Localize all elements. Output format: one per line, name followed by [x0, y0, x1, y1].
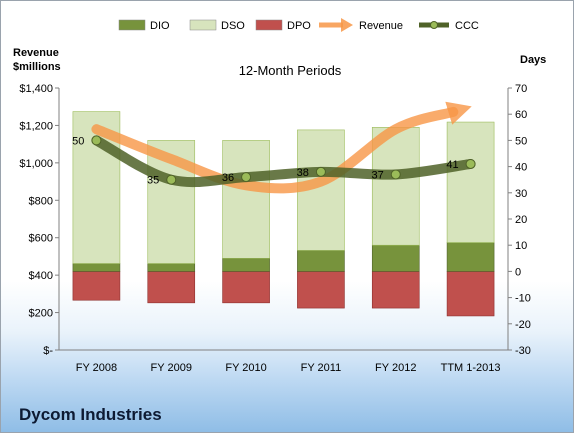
axes-layer: $- $200 $400 $600 $800 $1,000 $1,200 $1,400 -30 -… — [19, 83, 531, 374]
legend-ccc-marker — [430, 21, 438, 29]
right-tick-label-0: -30 — [515, 345, 531, 357]
dio-bar-3 — [297, 250, 345, 272]
dso-bar-2 — [222, 140, 270, 259]
revenue-line — [91, 101, 472, 194]
ccc-data-label-4: 37 — [372, 169, 384, 181]
left-tick-label-6: $1,200 — [19, 120, 53, 132]
legend: DIO DSO DPO Revenue CCC — [118, 18, 479, 32]
left-tick-label-4: $800 — [29, 195, 53, 207]
dpo-bar-1 — [147, 271, 196, 304]
dio-bar-1 — [147, 263, 196, 272]
legend-swatch-dio — [118, 19, 146, 31]
left-axis-label-line-2: $millions — [13, 61, 61, 73]
ccc-data-label-0: 50 — [72, 135, 84, 147]
x-tick-label-3: FY 2011 — [301, 362, 342, 374]
right-tick-label-10: 70 — [515, 83, 527, 95]
legend-swatch-dpo — [255, 19, 283, 31]
ccc-point-5 — [465, 158, 476, 169]
legend-swatch-dso — [189, 19, 217, 31]
ccc-point-3 — [315, 166, 326, 177]
ccc-data-label-2: 36 — [222, 172, 234, 184]
chart-title: 12-Month Periods — [239, 63, 342, 78]
ccc-point-1 — [166, 174, 177, 185]
left-tick-label-7: $1,400 — [19, 83, 53, 95]
x-tick-label-1: FY 2009 — [151, 362, 192, 374]
dso-bar-4 — [371, 127, 420, 246]
left-tick-label-0: $- — [43, 345, 53, 357]
legend-label-dso: DSO — [221, 20, 245, 32]
right-tick-label-6: 30 — [515, 188, 527, 200]
right-tick-label-8: 50 — [515, 135, 527, 147]
company-name: Dycom Industries — [19, 405, 162, 424]
ccc-point-0 — [91, 135, 102, 146]
legend-label-revenue: Revenue — [359, 20, 403, 32]
ccc-point-4 — [390, 169, 401, 180]
right-tick-label-1: -20 — [515, 319, 531, 331]
dpo-bar-4 — [371, 271, 420, 309]
x-tick-label-0: FY 2008 — [76, 362, 117, 374]
right-tick-label-3: 0 — [515, 266, 521, 278]
lines-layer: 50 35 36 38 37 41 — [72, 101, 476, 194]
right-tick-label-9: 60 — [515, 109, 527, 121]
x-tick-label-5: TTM 1-2013 — [441, 362, 501, 374]
ccc-line — [91, 135, 476, 188]
left-tick-label-5: $1,000 — [19, 158, 53, 170]
right-tick-label-5: 20 — [515, 214, 527, 226]
legend-label-dio: DIO — [150, 20, 170, 32]
x-tick-label-2: FY 2010 — [225, 362, 266, 374]
dio-bar-4 — [371, 244, 420, 272]
right-tick-label-2: -10 — [515, 293, 531, 305]
dpo-bar-3 — [297, 271, 345, 309]
ccc-data-label-3: 38 — [297, 167, 309, 179]
dpo-bar-0 — [72, 271, 121, 301]
dio-bar-5 — [446, 242, 495, 272]
right-tick-label-4: 10 — [515, 240, 527, 252]
right-tick-label-7: 40 — [515, 162, 527, 174]
legend-revenue-arrow-icon — [341, 18, 353, 32]
dpo-bar-2 — [222, 271, 270, 304]
ccc-data-label-5: 41 — [446, 159, 458, 171]
left-tick-label-1: $200 — [29, 308, 53, 320]
x-tick-label-4: FY 2012 — [375, 362, 416, 374]
left-axis-label-line-1: Revenue — [13, 47, 59, 59]
dio-bar-2 — [222, 257, 270, 272]
right-axis-label: Days — [520, 54, 546, 66]
dso-bar-5 — [446, 121, 495, 243]
legend-label-dpo: DPO — [287, 20, 311, 32]
left-tick-label-2: $400 — [29, 270, 53, 282]
dpo-bar-5 — [446, 271, 495, 317]
left-tick-label-3: $600 — [29, 233, 53, 245]
legend-label-ccc: CCC — [455, 20, 479, 32]
ccc-data-label-1: 35 — [147, 175, 159, 187]
dio-bar-0 — [72, 263, 121, 272]
ccc-point-2 — [241, 172, 252, 183]
